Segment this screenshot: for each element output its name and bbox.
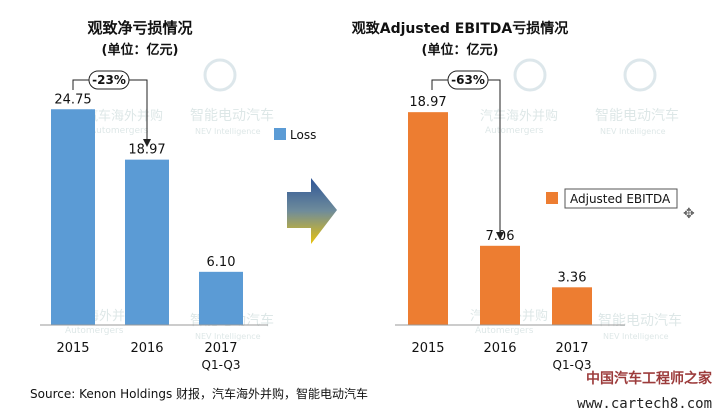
watermark-text: 智能电动汽车	[595, 107, 679, 124]
left-chart-subtitle: (单位：亿元)	[102, 42, 179, 58]
left-chart-title: 观致净亏损情况	[87, 19, 192, 37]
bar-2016	[125, 159, 169, 325]
annotation-arrowhead-icon	[496, 232, 504, 240]
legend-swatch	[274, 128, 286, 140]
x-tick-sublabel: Q1-Q3	[202, 358, 241, 372]
left-legend: Loss	[274, 128, 316, 142]
watermark-text: NEV Intelligence	[195, 332, 261, 341]
annotation-label: -63%	[451, 73, 485, 87]
bar-2015	[51, 109, 95, 325]
watermark-text: Automergers	[485, 126, 544, 136]
site-watermark: 中国汽车工程师之家 www.cartech8.com	[577, 370, 713, 412]
source-note: Source: Kenon Holdings 财报，汽车海外并购，智能电动汽车	[30, 386, 368, 401]
watermark-text: NEV Intelligence	[195, 127, 261, 136]
x-tick-label: 2015	[56, 341, 89, 356]
x-tick-label: 2016	[483, 341, 516, 356]
watermark-text: 智能电动汽车	[598, 312, 682, 329]
data-label: 24.75	[54, 92, 91, 107]
watermark-text: 智能电动汽车	[190, 107, 274, 124]
data-label: 18.97	[128, 143, 165, 158]
annotation-pill	[88, 70, 130, 90]
left-change-annotation: -23%	[72, 70, 151, 147]
watermark-text: NEV Intelligence	[600, 127, 666, 136]
annotation-label: -23%	[92, 73, 126, 87]
watermark-logo-icon	[203, 58, 237, 92]
watermark-text: 汽车海外并购	[480, 108, 558, 124]
watermark-text: 汽车海外并购	[85, 108, 163, 124]
watermark-text: Automergers	[475, 326, 534, 336]
right-legend[interactable]: Adjusted EBITDA ✥	[546, 188, 695, 222]
x-tick-label: 2017	[204, 341, 237, 356]
transition-arrow-icon	[287, 178, 337, 244]
bar-2017	[552, 287, 592, 325]
site-watermark-url: www.cartech8.com	[577, 396, 712, 412]
left-plot-area: 24.75 2015 18.97 2016 6.10 2017 Q1-Q3	[40, 92, 268, 372]
right-chart-title: 观致Adjusted EBITDA亏损情况	[352, 20, 569, 37]
x-tick-label: 2015	[411, 341, 444, 356]
x-tick-label: 2016	[130, 341, 163, 356]
watermark-text: NEV Intelligence	[603, 332, 669, 341]
x-tick-sublabel: Q1-Q3	[553, 358, 592, 372]
watermark-text: Automergers	[90, 126, 149, 136]
annotation-arrowhead-icon	[143, 139, 151, 147]
annotation-pill	[447, 70, 489, 90]
legend-label: Adjusted EBITDA	[570, 192, 671, 206]
move-cursor-icon: ✥	[683, 206, 695, 222]
data-label: 6.10	[207, 255, 236, 270]
bar-2016	[480, 245, 520, 325]
legend-swatch	[546, 192, 558, 204]
legend-selection-box	[564, 188, 678, 209]
bar-2017	[199, 271, 243, 325]
right-chart-subtitle: (单位：亿元)	[422, 42, 499, 58]
bar-2015	[408, 112, 448, 325]
data-label: 18.97	[409, 95, 446, 110]
x-tick-label: 2017	[555, 341, 588, 356]
data-label: 3.36	[558, 270, 587, 285]
watermark-text: Automergers	[65, 326, 124, 336]
right-change-annotation: -63%	[431, 70, 504, 240]
watermark-logo-icon	[513, 58, 547, 92]
site-watermark-cn: 中国汽车工程师之家	[586, 370, 713, 387]
watermark-logo-icon	[623, 58, 657, 92]
legend-label: Loss	[290, 128, 316, 142]
